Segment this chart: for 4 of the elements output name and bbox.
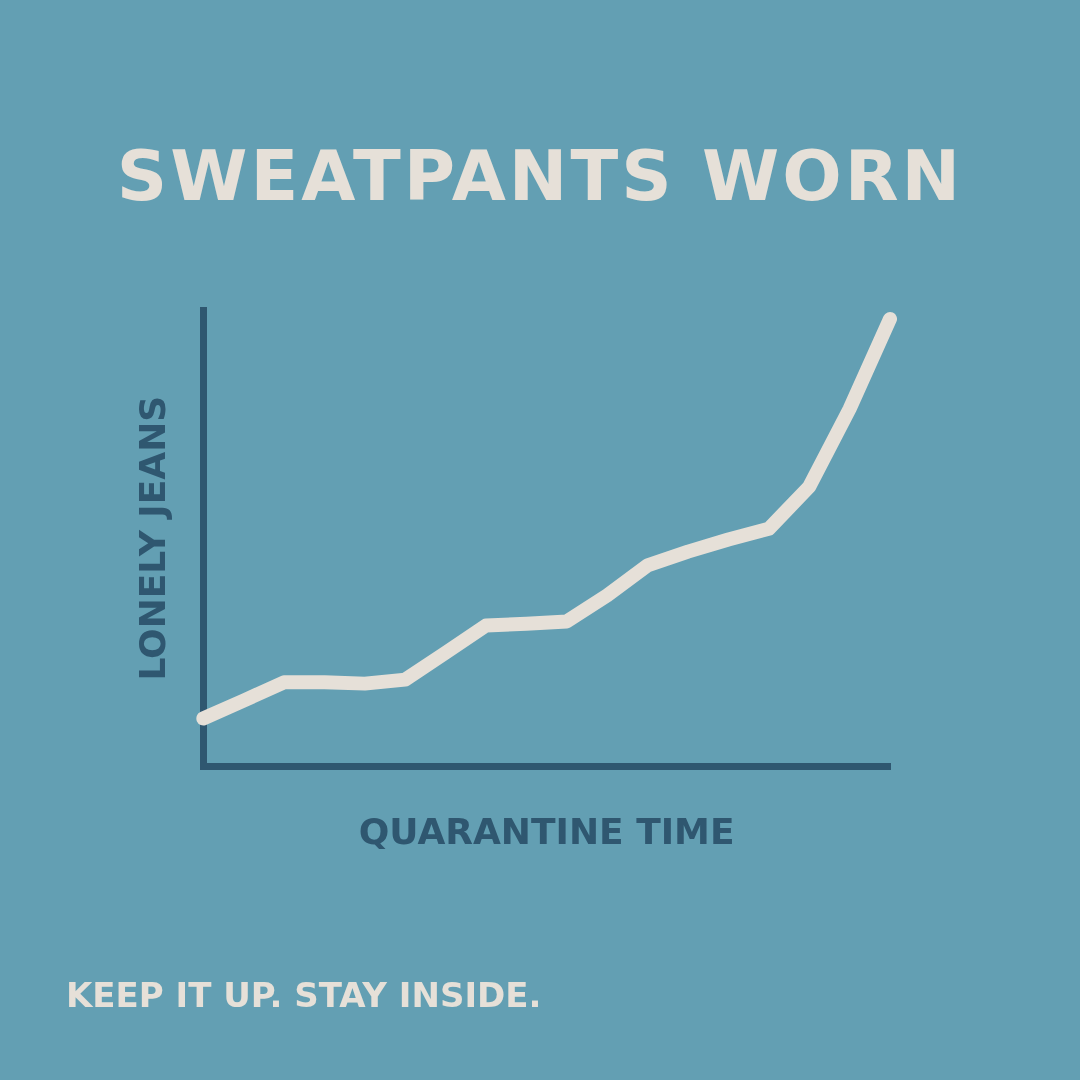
text: KEEP IT UP. STAY INSIDE.	[66, 975, 542, 1015]
x-axis-title: QUARANTINE TIME	[358, 810, 735, 852]
chart-title: SWEATPANTS WORN	[115, 135, 965, 217]
y-axis-title: LONELY JEANS	[131, 395, 173, 681]
